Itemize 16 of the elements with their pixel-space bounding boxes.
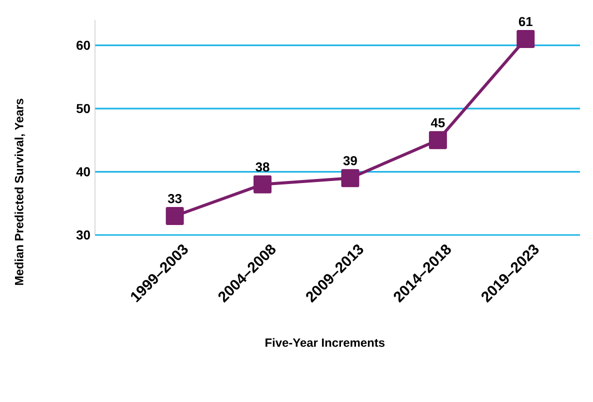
y-tick-label: 40 xyxy=(76,167,90,176)
y-tick-label: 60 xyxy=(76,40,90,50)
y-tick-label: 50 xyxy=(76,104,90,114)
y-axis-title: Median Predicted Survival, Years xyxy=(14,98,26,285)
data-label: 45 xyxy=(430,118,445,128)
data-label: 33 xyxy=(168,194,182,204)
point xyxy=(516,30,535,48)
data-label: 39 xyxy=(343,156,357,166)
point xyxy=(428,131,447,150)
y-tick-label: 30 xyxy=(76,230,90,240)
data-label: 61 xyxy=(518,16,532,26)
point xyxy=(254,175,272,194)
data-label: 38 xyxy=(256,162,270,172)
point xyxy=(166,207,184,226)
x-axis-title: Five-Year Increments xyxy=(266,338,385,347)
point xyxy=(341,169,360,188)
